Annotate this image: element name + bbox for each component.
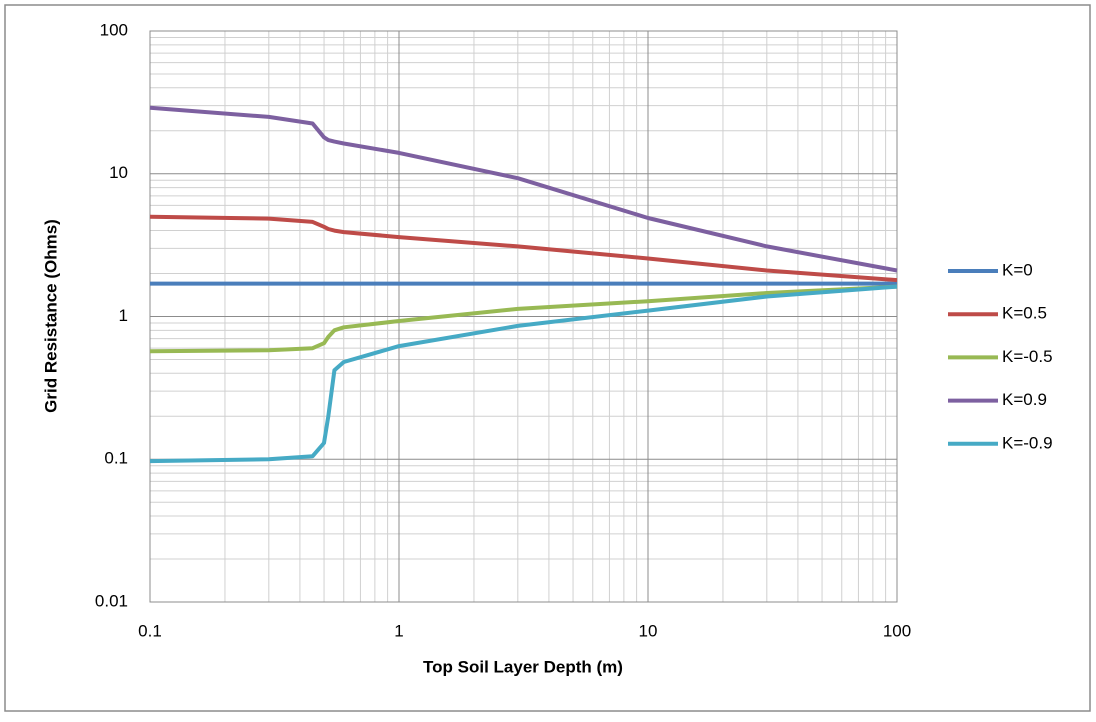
x-tick-label: 0.1 bbox=[138, 621, 162, 640]
x-tick-label: 10 bbox=[639, 621, 658, 640]
y-tick-label: 0.01 bbox=[95, 591, 128, 610]
chart-frame bbox=[4, 4, 1091, 712]
legend-label: K=-0.5 bbox=[1002, 347, 1053, 366]
x-tick-label: 1 bbox=[394, 621, 403, 640]
x-tick-label: 100 bbox=[883, 621, 911, 640]
legend-label: K=0.5 bbox=[1002, 304, 1047, 323]
legend-label: K=0.9 bbox=[1002, 390, 1047, 409]
series-line bbox=[149, 105, 898, 273]
legend-label: K=-0.9 bbox=[1002, 433, 1053, 452]
y-tick-label: 10 bbox=[109, 163, 128, 182]
y-tick-label: 0.1 bbox=[104, 449, 128, 468]
series-line bbox=[149, 284, 898, 354]
series-line bbox=[149, 214, 898, 283]
series-line bbox=[149, 284, 898, 464]
plot-border bbox=[149, 30, 898, 603]
y-axis-title: Grid Resistance (Ohms) bbox=[41, 219, 60, 413]
y-tick-label: 100 bbox=[100, 20, 128, 39]
legend-label: K=0 bbox=[1002, 260, 1033, 279]
x-axis-title: Top Soil Layer Depth (m) bbox=[423, 657, 623, 676]
y-tick-label: 1 bbox=[119, 306, 128, 325]
